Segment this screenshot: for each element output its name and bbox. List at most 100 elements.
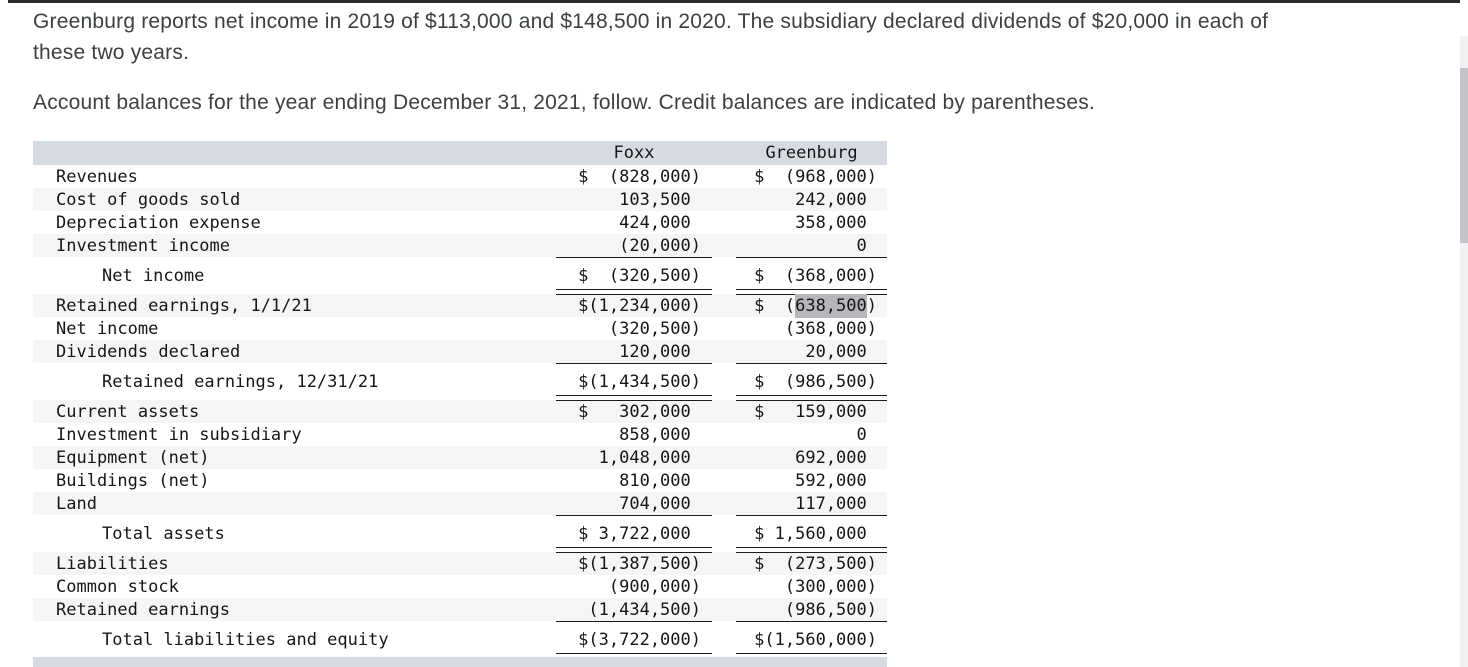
greenburg-amount: 592,000	[754, 470, 877, 491]
selected-value-highlight: 638,500	[795, 293, 867, 318]
column-gap	[712, 188, 736, 211]
table-row: Net income $ (320,500) $ (368,000)	[33, 264, 887, 295]
greenburg-amount: $ (273,500)	[754, 553, 877, 574]
table-header-row: Foxx Greenburg	[33, 141, 887, 165]
foxx-amount: 1,048,000	[578, 447, 701, 468]
row-label: Dividends declared	[56, 341, 241, 362]
table-row: Total assets $ 3,722,000 $ 1,560,000	[33, 522, 887, 553]
greenburg-amount: 20,000	[736, 340, 887, 364]
table-row: Liabilities $(1,387,500) $ (273,500)	[33, 552, 887, 575]
foxx-amount: $(3,722,000)	[556, 628, 712, 659]
table-row: Retained earnings, 1/1/21 $(1,234,000) $ (…	[33, 293, 887, 318]
greenburg-amount: 0	[736, 234, 887, 258]
foxx-amount: $(1,434,500)	[556, 370, 712, 401]
table-row: Land 704,000 117,000	[33, 492, 887, 516]
greenburg-amount: (368,000)	[754, 318, 877, 339]
greenburg-amount: $ (638,500)	[754, 293, 877, 318]
foxx-amount: $ (828,000)	[578, 166, 701, 187]
foxx-amount: 858,000	[578, 424, 701, 445]
foxx-amount: 810,000	[578, 470, 701, 491]
greenburg-amount: 242,000	[754, 189, 877, 210]
row-label: Total assets	[102, 523, 225, 544]
foxx-amount: (20,000)	[556, 234, 712, 258]
foxx-amount: 103,500	[578, 189, 701, 210]
column-gap	[712, 423, 736, 446]
problem-statement: Greenburg reports net income in 2019 of …	[33, 6, 1433, 118]
account-balances-table: Foxx Greenburg Revenues $ (828,000) $ (968…	[33, 141, 887, 659]
column-gap	[712, 264, 736, 287]
row-spacer	[33, 621, 887, 628]
column-gap	[712, 522, 736, 545]
table-row: Revenues $ (828,000) $ (968,000)	[33, 165, 887, 188]
next-table-header-sliver	[33, 657, 887, 667]
row-label: Retained earnings, 1/1/21	[56, 295, 312, 316]
row-label: Current assets	[56, 401, 200, 422]
row-label: Cost of goods sold	[56, 189, 241, 210]
column-gap	[712, 234, 736, 257]
column-gap	[712, 400, 736, 423]
greenburg-amount: 117,000	[736, 492, 887, 516]
foxx-amount: $ 3,722,000	[556, 522, 712, 553]
table-row: Common stock (900,000) (300,000)	[33, 575, 887, 598]
foxx-amount: 120,000	[556, 340, 712, 364]
row-label: Liabilities	[56, 553, 169, 574]
column-gap	[712, 552, 736, 575]
header-greenburg: Greenburg	[765, 143, 858, 163]
row-label: Land	[56, 493, 97, 514]
window-top-border	[8, 0, 1460, 3]
foxx-amount: $ 302,000	[578, 401, 701, 422]
column-gap	[712, 165, 736, 188]
column-gap	[712, 340, 736, 363]
table-row: Investment in subsidiary 858,000 0	[33, 423, 887, 446]
account-table-body: Revenues $ (828,000) $ (968,000) Cost of go…	[33, 165, 887, 659]
row-label: Net income	[102, 265, 205, 286]
table-row: Equipment (net) 1,048,000 692,000	[33, 446, 887, 469]
row-label: Total liabilities and equity	[102, 629, 389, 650]
foxx-amount: (320,500)	[578, 318, 701, 339]
column-gap	[712, 575, 736, 598]
row-label: Net income	[56, 318, 159, 339]
row-label: Equipment (net)	[56, 447, 210, 468]
greenburg-amount: $(1,560,000)	[736, 628, 887, 659]
row-label: Depreciation expense	[56, 212, 261, 233]
foxx-amount: $ (320,500)	[556, 264, 712, 295]
column-gap	[712, 211, 736, 234]
greenburg-amount: (300,000)	[754, 576, 877, 597]
row-label: Retained earnings, 12/31/21	[102, 371, 379, 392]
row-label: Revenues	[56, 166, 138, 187]
table-row: Current assets $ 302,000 $ 159,000	[33, 400, 887, 423]
column-gap	[712, 469, 736, 492]
foxx-amount: 424,000	[578, 212, 701, 233]
column-gap	[712, 628, 736, 651]
vertical-scrollbar[interactable]	[1460, 36, 1468, 667]
column-gap	[712, 294, 736, 317]
row-label: Investment in subsidiary	[56, 424, 302, 445]
table-row: Investment income (20,000) 0	[33, 234, 887, 258]
foxx-amount: $(1,234,000)	[578, 295, 701, 316]
table-row: Dividends declared 120,000 20,000	[33, 340, 887, 364]
table-row: Total liabilities and equity $(3,722,000)…	[33, 628, 887, 659]
table-row: Retained earnings, 12/31/21 $(1,434,500) $…	[33, 370, 887, 401]
table-row: Depreciation expense 424,000 358,000	[33, 211, 887, 234]
row-label: Retained earnings	[56, 599, 230, 620]
greenburg-amount: 358,000	[754, 212, 877, 233]
column-gap	[712, 370, 736, 393]
header-foxx: Foxx	[613, 143, 655, 163]
table-row: Net income (320,500) (368,000)	[33, 317, 887, 340]
greenburg-amount: 692,000	[754, 447, 877, 468]
greenburg-amount: 0	[754, 424, 877, 445]
foxx-amount: (1,434,500)	[556, 598, 712, 622]
greenburg-amount: $ 1,560,000	[736, 522, 887, 553]
greenburg-amount: $ (968,000)	[754, 166, 877, 187]
greenburg-amount: $ 159,000	[754, 401, 877, 422]
row-label: Investment income	[56, 235, 230, 256]
column-gap	[712, 492, 736, 515]
foxx-amount: 704,000	[556, 492, 712, 516]
greenburg-amount: $ (986,500)	[736, 370, 887, 401]
column-gap	[712, 446, 736, 469]
intro-line-2: these two years.	[33, 41, 190, 64]
scrollbar-thumb[interactable]	[1460, 68, 1468, 243]
row-spacer	[33, 257, 887, 264]
greenburg-amount: $ (368,000)	[736, 264, 887, 295]
greenburg-amount: (986,500)	[736, 598, 887, 622]
